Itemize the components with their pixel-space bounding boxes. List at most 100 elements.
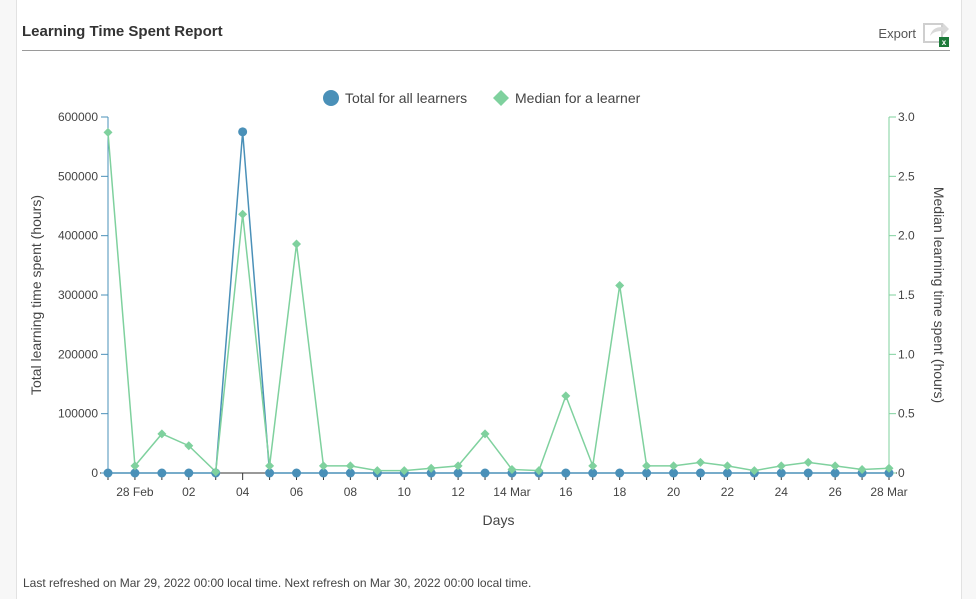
export-button[interactable]: Export x [878, 18, 950, 48]
total-point [722, 468, 732, 478]
median-point [130, 461, 140, 471]
median-point [669, 461, 679, 471]
total-point [453, 468, 463, 478]
median-point [345, 461, 355, 471]
median-point [157, 429, 167, 439]
total-point [292, 468, 302, 478]
median-point [292, 239, 302, 249]
total-point [345, 468, 355, 478]
median-point [588, 461, 598, 471]
legend-item-median[interactable]: Median for a learner [493, 90, 641, 106]
median-point [803, 457, 813, 467]
total-point [238, 127, 248, 137]
median-point [534, 466, 544, 476]
total-point [695, 468, 705, 478]
export-label: Export [878, 25, 916, 41]
legend-total-label: Total for all learners [345, 90, 467, 106]
median-point [103, 127, 113, 137]
median-point [184, 441, 194, 451]
total-point [318, 468, 328, 478]
chart: 0 100000 200000 300000 400000 500000 600000 0 0.… [28, 90, 947, 528]
x-tick-label: 12 [451, 485, 465, 499]
median-point [399, 466, 409, 476]
report-title: Learning Time Spent Report [22, 23, 223, 40]
total-point [642, 468, 652, 478]
legend-median-marker [493, 90, 509, 106]
right-y-tick-label: 1.0 [898, 347, 915, 361]
right-y-axis-title: Median learning time spent (hours) [931, 187, 947, 403]
legend-item-total[interactable]: Total for all learners [323, 90, 467, 106]
refresh-status-text: Last refreshed on Mar 29, 2022 00:00 loc… [23, 576, 532, 590]
series-total-line [108, 131, 889, 474]
x-axis-title: Days [483, 512, 515, 528]
median-point [749, 466, 759, 476]
x-tick-label: 24 [775, 485, 789, 499]
legend-total-marker [323, 90, 339, 106]
export-excel-icon: x [923, 23, 949, 47]
total-point [803, 468, 813, 478]
x-tick-label: 06 [290, 485, 304, 499]
total-point [776, 468, 786, 478]
total-point [480, 468, 490, 478]
right-y-tick-label: 1.5 [898, 288, 915, 302]
median-point [642, 461, 652, 471]
total-point [561, 468, 571, 478]
median-point [722, 461, 732, 471]
median-point [480, 429, 490, 439]
total-point [103, 468, 113, 478]
total-point [426, 468, 436, 478]
report-panel [16, 0, 962, 599]
legend: Total for all learners Median for a learn… [323, 90, 641, 106]
median-point [830, 461, 840, 471]
x-tick-label: 26 [828, 485, 842, 499]
total-point [265, 468, 275, 478]
left-y-tick-label: 100000 [58, 407, 98, 421]
right-y-tick-label: 3.0 [898, 110, 915, 124]
total-point [830, 468, 840, 478]
median-point [615, 281, 625, 291]
right-y-tick-label: 0.5 [898, 407, 915, 421]
total-point [588, 468, 598, 478]
left-y-tick-label: 0 [91, 466, 98, 480]
legend-median-label: Median for a learner [515, 90, 641, 106]
left-y-tick-label: 500000 [58, 169, 98, 183]
x-tick-label: 10 [398, 485, 412, 499]
left-y-tick-label: 400000 [58, 229, 98, 243]
median-point [265, 461, 275, 471]
median-point [211, 467, 221, 477]
x-tick-label: 20 [667, 485, 681, 499]
median-point [238, 209, 248, 219]
x-tick-label: 14 Mar [493, 485, 530, 499]
median-point [507, 464, 517, 474]
median-point [884, 463, 894, 473]
left-y-tick-label: 300000 [58, 288, 98, 302]
right-y-tick-label: 2.0 [898, 229, 915, 243]
median-point [857, 464, 867, 474]
median-point [776, 461, 786, 471]
right-y-tick-label: 0 [898, 466, 905, 480]
total-point [184, 468, 194, 478]
left-y-axis-title: Total learning time spent (hours) [28, 195, 44, 395]
median-point [453, 461, 463, 471]
x-tick-label: 28 Feb [116, 485, 154, 499]
x-tick-label: 18 [613, 485, 627, 499]
median-point [561, 391, 571, 401]
x-tick-label: 16 [559, 485, 573, 499]
median-point [426, 463, 436, 473]
x-tick-label: 02 [182, 485, 196, 499]
left-y-tick-label: 200000 [58, 347, 98, 361]
left-y-tick-label: 600000 [58, 110, 98, 124]
median-point [695, 457, 705, 467]
x-tick-label: 22 [721, 485, 735, 499]
x-tick-label: 08 [344, 485, 358, 499]
total-point [130, 468, 140, 478]
total-point [669, 468, 679, 478]
x-tick-label: 28 Mar [870, 485, 907, 499]
svg-text:x: x [942, 38, 947, 47]
x-tick-label: 04 [236, 485, 250, 499]
total-point [884, 468, 894, 478]
series-median-line [107, 132, 890, 474]
total-point [157, 468, 167, 478]
right-y-tick-label: 2.5 [898, 169, 915, 183]
total-point [615, 468, 625, 478]
